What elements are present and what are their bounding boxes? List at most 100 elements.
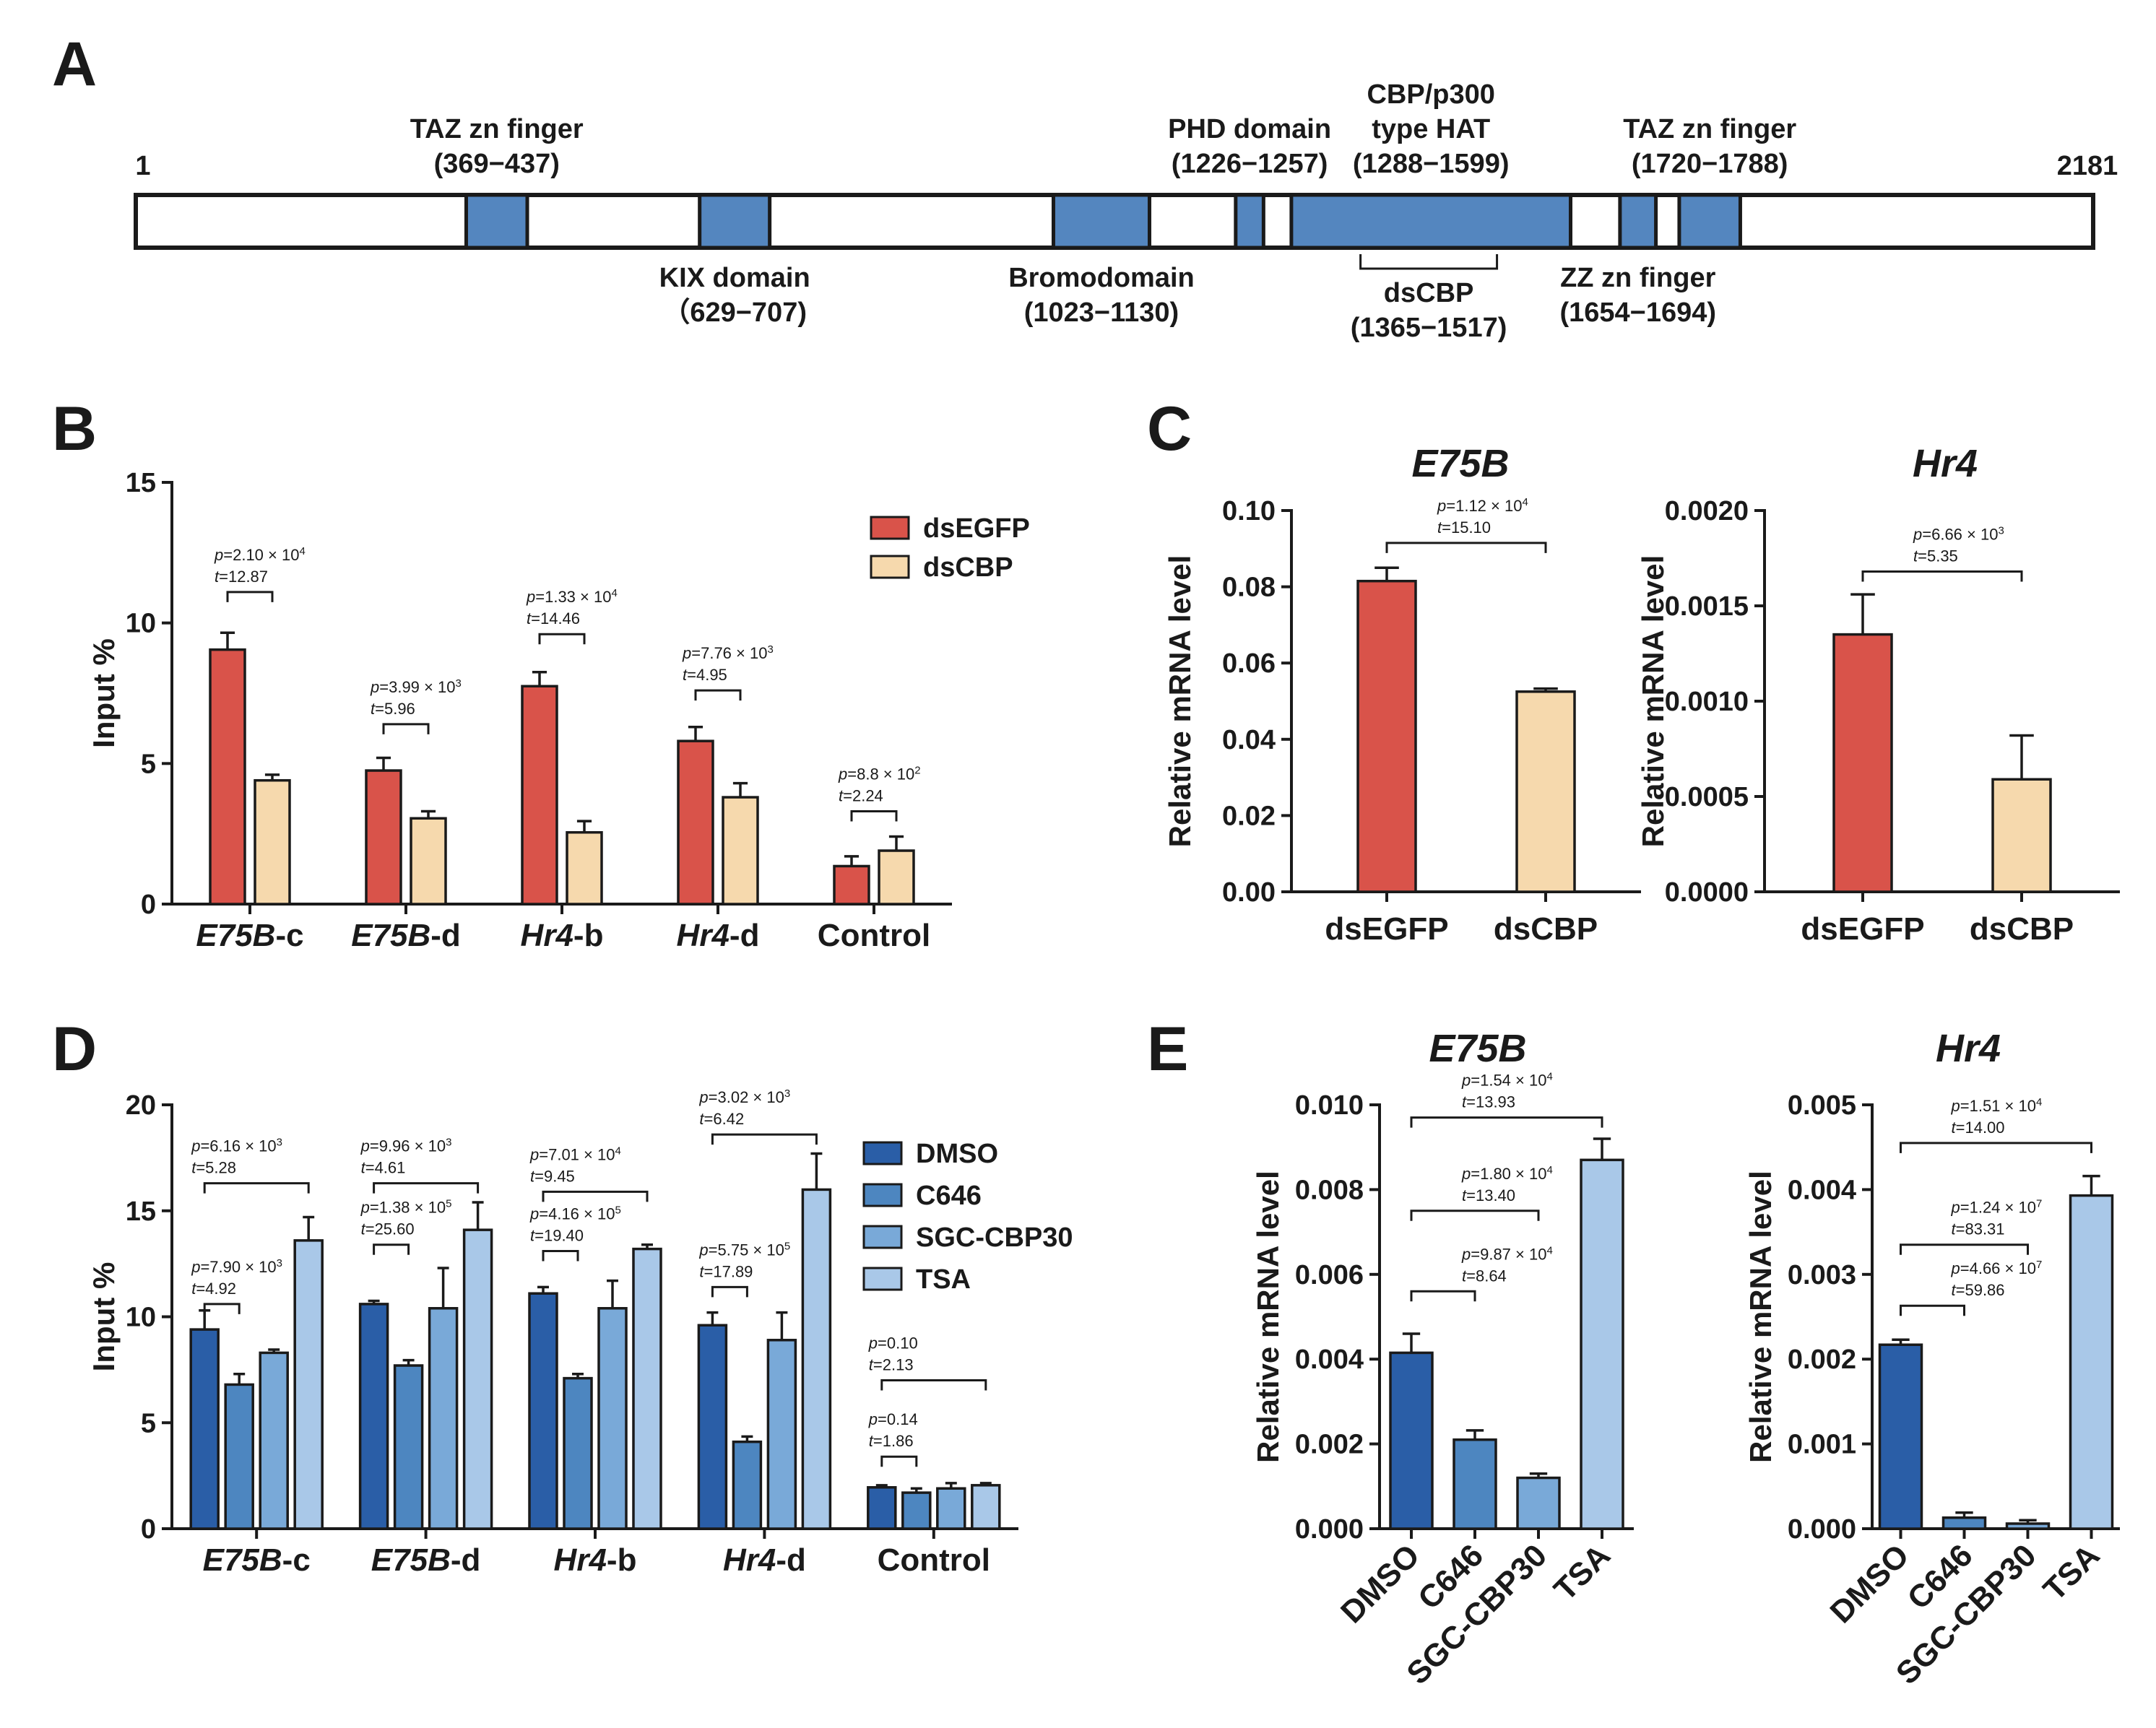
y-tick-label: 0 — [141, 1514, 156, 1545]
bar — [1389, 1351, 1434, 1530]
stat-t: t=9.45 — [530, 1167, 575, 1185]
y-tick-label: 10 — [126, 609, 156, 639]
bar — [254, 778, 291, 906]
category-label: DMSO — [1824, 1537, 1916, 1630]
domain-block — [1677, 193, 1742, 250]
domain-block — [1234, 193, 1265, 250]
bar — [801, 1188, 832, 1530]
significance-bracket — [373, 1243, 410, 1255]
y-tick-label: 0.0000 — [1665, 877, 1749, 908]
legend-label: DMSO — [916, 1139, 998, 1169]
y-tick-label: 0.002 — [1788, 1345, 1856, 1375]
bar — [677, 739, 714, 906]
chart-b: 0 5 10 15 Input % E75B-c E75B-d Hr4-b Hr4-d Contr… — [87, 468, 1030, 953]
bar — [1515, 690, 1576, 893]
stat-p: p=6.16 × 103 — [191, 1136, 282, 1155]
domain-range: (1023−1130) — [1024, 298, 1179, 328]
panel-label-c: C — [1147, 394, 1192, 464]
bar — [189, 1328, 220, 1530]
y-tick-label: 0.000 — [1788, 1514, 1856, 1545]
bar — [566, 830, 603, 906]
significance-bracket — [226, 591, 274, 602]
significance-bracket — [203, 1182, 310, 1194]
legend-label: C646 — [916, 1181, 982, 1211]
bar — [410, 817, 447, 906]
stat-p: p=0.10 — [868, 1334, 918, 1353]
bar — [358, 1303, 389, 1530]
chart-c1: 0.00 0.02 0.04 0.06 0.08 0.10 Relative mRNA le… — [1163, 442, 1641, 947]
stat-t: t=83.31 — [1952, 1220, 2005, 1238]
domain-name: TAZ zn finger — [1623, 114, 1796, 144]
significance-bracket — [711, 1285, 748, 1298]
category-label: DMSO — [1334, 1537, 1426, 1630]
category-label: E75B-d — [371, 1542, 481, 1578]
category-label: E75B-d — [351, 918, 461, 953]
chart-title: E75B — [1429, 1027, 1526, 1070]
legend-swatch — [862, 1267, 903, 1291]
stat-p: p=9.96 × 103 — [360, 1136, 452, 1155]
panel-label-e: E — [1147, 1015, 1188, 1084]
legend-label: TSA — [916, 1264, 971, 1295]
significance-bracket — [1385, 542, 1547, 553]
bar — [1832, 633, 1893, 893]
legend-swatch — [862, 1183, 903, 1207]
bar — [1941, 1516, 1987, 1530]
domain-range: (1226−1257) — [1172, 149, 1328, 179]
domain-name: ZZ zn finger — [1560, 263, 1716, 293]
domain-name: Bromodomain — [1008, 263, 1195, 293]
stat-t: t=4.95 — [683, 666, 727, 684]
y-tick-label: 0.004 — [1295, 1345, 1364, 1375]
stat-t: t=19.40 — [530, 1227, 584, 1245]
bar — [878, 849, 915, 906]
significance-bracket — [880, 1379, 987, 1391]
y-tick-label: 10 — [126, 1303, 156, 1333]
bar — [428, 1307, 459, 1530]
stat-p: p=5.75 × 105 — [698, 1240, 790, 1259]
y-tick-label: 0.006 — [1295, 1260, 1364, 1290]
protein-start: 1 — [135, 151, 150, 181]
y-axis-title: Input % — [87, 1262, 121, 1372]
stat-t: t=14.46 — [527, 609, 580, 628]
stat-t: t=4.92 — [191, 1280, 236, 1298]
category-label: dsCBP — [1494, 911, 1598, 947]
stat-p: p=1.80 × 104 — [1461, 1163, 1553, 1183]
y-tick-label: 0.005 — [1788, 1090, 1856, 1121]
significance-bracket — [1410, 1210, 1540, 1221]
domain-block — [698, 193, 772, 250]
stat-p: p=1.54 × 104 — [1461, 1070, 1553, 1090]
y-tick-label: 0.00 — [1222, 877, 1276, 908]
bar — [901, 1491, 932, 1530]
chart-d: 0 5 10 15 20 Input % E75B-c E75B-d Hr4-b Hr4-d Con… — [87, 1087, 1073, 1578]
protein-end: 2181 — [2057, 151, 2118, 181]
y-tick-label: 15 — [126, 468, 156, 498]
y-tick-label: 0.06 — [1222, 648, 1276, 679]
bar — [293, 1239, 324, 1530]
panel-label-a: A — [52, 30, 97, 99]
domain-block — [464, 193, 529, 250]
y-tick-label: 0.0005 — [1665, 782, 1749, 812]
chart-e1: 0.000 0.002 0.004 0.006 0.008 0.010 Relative m… — [1251, 1027, 1634, 1691]
legend-swatch — [862, 1141, 903, 1165]
y-axis-title: Relative mRNA level — [1744, 1171, 1778, 1463]
significance-bracket — [711, 1133, 818, 1145]
bar — [1356, 579, 1417, 893]
stat-t: t=8.64 — [1462, 1267, 1507, 1285]
chart-c2: 0.0000 0.0005 0.0010 0.0015 0.0020 Relative m… — [1636, 442, 2120, 947]
domain-block — [1051, 193, 1151, 250]
bar — [1580, 1158, 1624, 1530]
significance-bracket — [1900, 1142, 2092, 1153]
panel-label-d: D — [52, 1015, 97, 1084]
y-tick-label: 0.001 — [1788, 1430, 1856, 1460]
chart-e2: 0.000 0.001 0.002 0.003 0.004 0.005 Relative m… — [1744, 1027, 2120, 1691]
stat-t: t=12.87 — [215, 568, 268, 586]
y-axis-title: Input % — [87, 638, 121, 748]
stat-t: t=59.86 — [1952, 1281, 2005, 1299]
y-axis-title: Relative mRNA level — [1251, 1171, 1285, 1463]
significance-bracket — [203, 1303, 241, 1314]
y-tick-label: 0.02 — [1222, 801, 1276, 831]
y-tick-label: 0.000 — [1295, 1514, 1364, 1545]
domain-block — [1618, 193, 1658, 250]
stat-t: t=6.42 — [699, 1110, 744, 1128]
y-tick-label: 0.010 — [1295, 1090, 1364, 1121]
significance-bracket — [1861, 570, 2023, 582]
